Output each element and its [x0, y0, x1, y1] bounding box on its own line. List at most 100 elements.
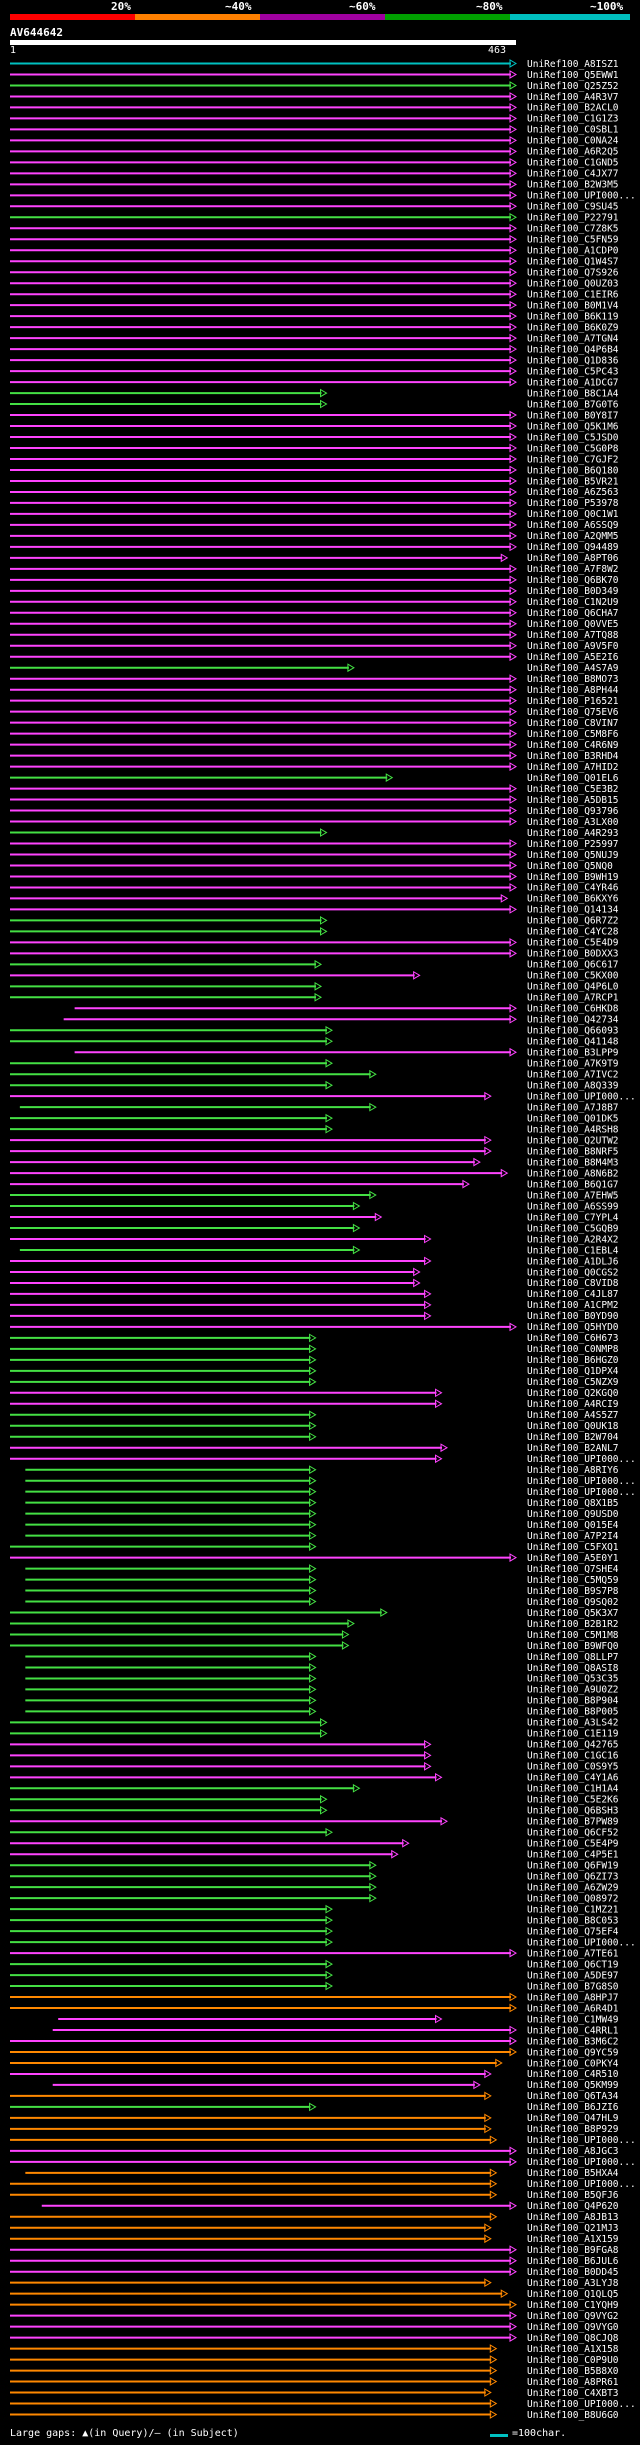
hit-label[interactable]: UniRef100_B6K0Z9	[527, 322, 619, 333]
hit-label[interactable]: UniRef100_B6KXY6	[527, 894, 619, 905]
hit-label[interactable]: UniRef100_UPI000...	[527, 1937, 636, 1948]
hit-label[interactable]: UniRef100_B0M1V4	[527, 300, 619, 311]
hit-label[interactable]: UniRef100_C5NZX9	[527, 1377, 619, 1388]
hit-label[interactable]: UniRef100_C9SU45	[527, 202, 619, 213]
hit-label[interactable]: UniRef100_C1GC16	[527, 1751, 619, 1762]
hit-label[interactable]: UniRef100_P53978	[527, 498, 619, 509]
hit-label[interactable]: UniRef100_C1YQH9	[527, 2300, 619, 2311]
hit-label[interactable]: UniRef100_C5M1M8	[527, 1630, 619, 1641]
hit-label[interactable]: UniRef100_B2W3M5	[527, 180, 619, 191]
hit-label[interactable]: UniRef100_A3LYJ8	[527, 2278, 619, 2289]
hit-label[interactable]: UniRef100_A5E2I6	[527, 652, 619, 663]
hit-label[interactable]: UniRef100_B5HXA4	[527, 2168, 619, 2179]
hit-label[interactable]: UniRef100_Q5NQ0	[527, 861, 613, 872]
hit-label[interactable]: UniRef100_Q0UK18	[527, 1421, 619, 1432]
hit-label[interactable]: UniRef100_Q7SHE4	[527, 1564, 619, 1575]
hit-label[interactable]: UniRef100_Q1D836	[527, 355, 619, 366]
hit-label[interactable]: UniRef100_C4RRL1	[527, 2025, 619, 2036]
hit-label[interactable]: UniRef100_Q4P620	[527, 2201, 619, 2212]
hit-label[interactable]: UniRef100_A6SS99	[527, 1201, 619, 1212]
hit-label[interactable]: UniRef100_A4RSH8	[527, 1124, 619, 1135]
hit-label[interactable]: UniRef100_Q2UTW2	[527, 1135, 619, 1146]
hit-label[interactable]: UniRef100_B8U6G0	[527, 2410, 619, 2421]
hit-label[interactable]: UniRef100_C5E4D9	[527, 938, 619, 949]
hit-label[interactable]: UniRef100_A4R3V7	[527, 92, 619, 103]
hit-label[interactable]: UniRef100_Q7S926	[527, 268, 619, 279]
hit-label[interactable]: UniRef100_C5FN59	[527, 235, 619, 246]
hit-label[interactable]: UniRef100_Q53C35	[527, 1674, 619, 1685]
hit-label[interactable]: UniRef100_P25997	[527, 839, 619, 850]
hit-label[interactable]: UniRef100_A8HPJ7	[527, 1992, 619, 2003]
hit-label[interactable]: UniRef100_A8N6B2	[527, 1168, 619, 1179]
hit-label[interactable]: UniRef100_C5E2K6	[527, 1795, 619, 1806]
hit-label[interactable]: UniRef100_A7TE61	[527, 1948, 619, 1959]
hit-label[interactable]: UniRef100_C0S9Y5	[527, 1762, 619, 1773]
hit-label[interactable]: UniRef100_C0SBL1	[527, 125, 619, 136]
hit-label[interactable]: UniRef100_Q6CF52	[527, 1828, 619, 1839]
hit-label[interactable]: UniRef100_A1X159	[527, 2234, 619, 2245]
hit-label[interactable]: UniRef100_Q1DPX4	[527, 1366, 619, 1377]
hit-label[interactable]: UniRef100_Q01EL6	[527, 773, 619, 784]
hit-label[interactable]: UniRef100_C1EBL4	[527, 1245, 619, 1256]
hit-label[interactable]: UniRef100_B5QFJ6	[527, 2190, 619, 2201]
hit-label[interactable]: UniRef100_B5VR21	[527, 476, 619, 487]
hit-label[interactable]: UniRef100_C1E119	[527, 1729, 619, 1740]
hit-label[interactable]: UniRef100_C0PKY4	[527, 2058, 619, 2069]
hit-label[interactable]: UniRef100_P22791	[527, 213, 619, 224]
hit-label[interactable]: UniRef100_B0DD45	[527, 2267, 619, 2278]
hit-label[interactable]: UniRef100_Q6BSH3	[527, 1806, 619, 1817]
hit-label[interactable]: UniRef100_A8JB13	[527, 2212, 619, 2223]
hit-label[interactable]: UniRef100_Q6FW19	[527, 1861, 619, 1872]
hit-label[interactable]: UniRef100_Q75EV6	[527, 707, 619, 718]
hit-label[interactable]: UniRef100_C1EIR6	[527, 290, 619, 301]
hit-label[interactable]: UniRef100_UPI000...	[527, 2157, 636, 2168]
hit-label[interactable]: UniRef100_A7RCP1	[527, 993, 619, 1004]
hit-label[interactable]: UniRef100_Q08972	[527, 1893, 619, 1904]
hit-label[interactable]: UniRef100_Q6TA34	[527, 2091, 619, 2102]
hit-label[interactable]: UniRef100_A6Z563	[527, 487, 619, 498]
hit-label[interactable]: UniRef100_C1G1Z3	[527, 114, 619, 125]
hit-label[interactable]: UniRef100_Q6ZI73	[527, 1871, 619, 1882]
hit-label[interactable]: UniRef100_C5FXQ1	[527, 1542, 619, 1553]
hit-label[interactable]: UniRef100_B9WH19	[527, 872, 619, 883]
hit-label[interactable]: UniRef100_Q2KGQ0	[527, 1388, 619, 1399]
hit-label[interactable]: UniRef100_Q42765	[527, 1740, 619, 1751]
hit-label[interactable]: UniRef100_B8P005	[527, 1707, 619, 1718]
hit-label[interactable]: UniRef100_A8JGC3	[527, 2146, 619, 2157]
hit-label[interactable]: UniRef100_B8P929	[527, 2124, 619, 2135]
hit-label[interactable]: UniRef100_C5E4P9	[527, 1839, 619, 1850]
hit-label[interactable]: UniRef100_A6ZW29	[527, 1882, 619, 1893]
hit-label[interactable]: UniRef100_C4XBT3	[527, 2388, 619, 2399]
hit-label[interactable]: UniRef100_C4JL87	[527, 1289, 619, 1300]
hit-label[interactable]: UniRef100_C8VID8	[527, 1278, 619, 1289]
hit-label[interactable]: UniRef100_Q6C617	[527, 960, 619, 971]
hit-label[interactable]: UniRef100_B9S7P8	[527, 1586, 619, 1597]
hit-label[interactable]: UniRef100_B2B1R2	[527, 1619, 619, 1630]
hit-label[interactable]: UniRef100_A1DCG7	[527, 377, 619, 388]
hit-label[interactable]: UniRef100_C6H673	[527, 1333, 619, 1344]
hit-label[interactable]: UniRef100_Q9YC59	[527, 2047, 619, 2058]
hit-label[interactable]: UniRef100_B8P904	[527, 1696, 619, 1707]
hit-label[interactable]: UniRef100_C4Y1A6	[527, 1773, 619, 1784]
hit-label[interactable]: UniRef100_B0YD90	[527, 1311, 619, 1322]
hit-label[interactable]: UniRef100_A1X158	[527, 2344, 619, 2355]
hit-label[interactable]: UniRef100_B6JZI6	[527, 2102, 619, 2113]
hit-label[interactable]: UniRef100_A1DLJ6	[527, 1256, 619, 1267]
hit-label[interactable]: UniRef100_Q5NUJ9	[527, 850, 619, 861]
hit-label[interactable]: UniRef100_A8RIY6	[527, 1465, 619, 1476]
hit-label[interactable]: UniRef100_A8PT06	[527, 553, 619, 564]
hit-label[interactable]: UniRef100_A5DB15	[527, 795, 619, 806]
hit-label[interactable]: UniRef100_A7K9T9	[527, 1059, 619, 1070]
hit-label[interactable]: UniRef100_Q6BK70	[527, 575, 619, 586]
hit-label[interactable]: UniRef100_B3RHD4	[527, 751, 619, 762]
hit-label[interactable]: UniRef100_UPI000...	[527, 1487, 636, 1498]
hit-label[interactable]: UniRef100_Q5K1M6	[527, 421, 619, 432]
hit-label[interactable]: UniRef100_C5E3B2	[527, 784, 619, 795]
hit-label[interactable]: UniRef100_Q42734	[527, 1015, 619, 1026]
hit-label[interactable]: UniRef100_Q0VVE5	[527, 619, 619, 630]
hit-label[interactable]: UniRef100_UPI000...	[527, 1476, 636, 1487]
hit-label[interactable]: UniRef100_C0NA24	[527, 136, 619, 147]
hit-label[interactable]: UniRef100_Q4P6B4	[527, 344, 619, 355]
hit-label[interactable]: UniRef100_Q25Z52	[527, 81, 619, 92]
hit-label[interactable]: UniRef100_C0P9U0	[527, 2355, 619, 2366]
